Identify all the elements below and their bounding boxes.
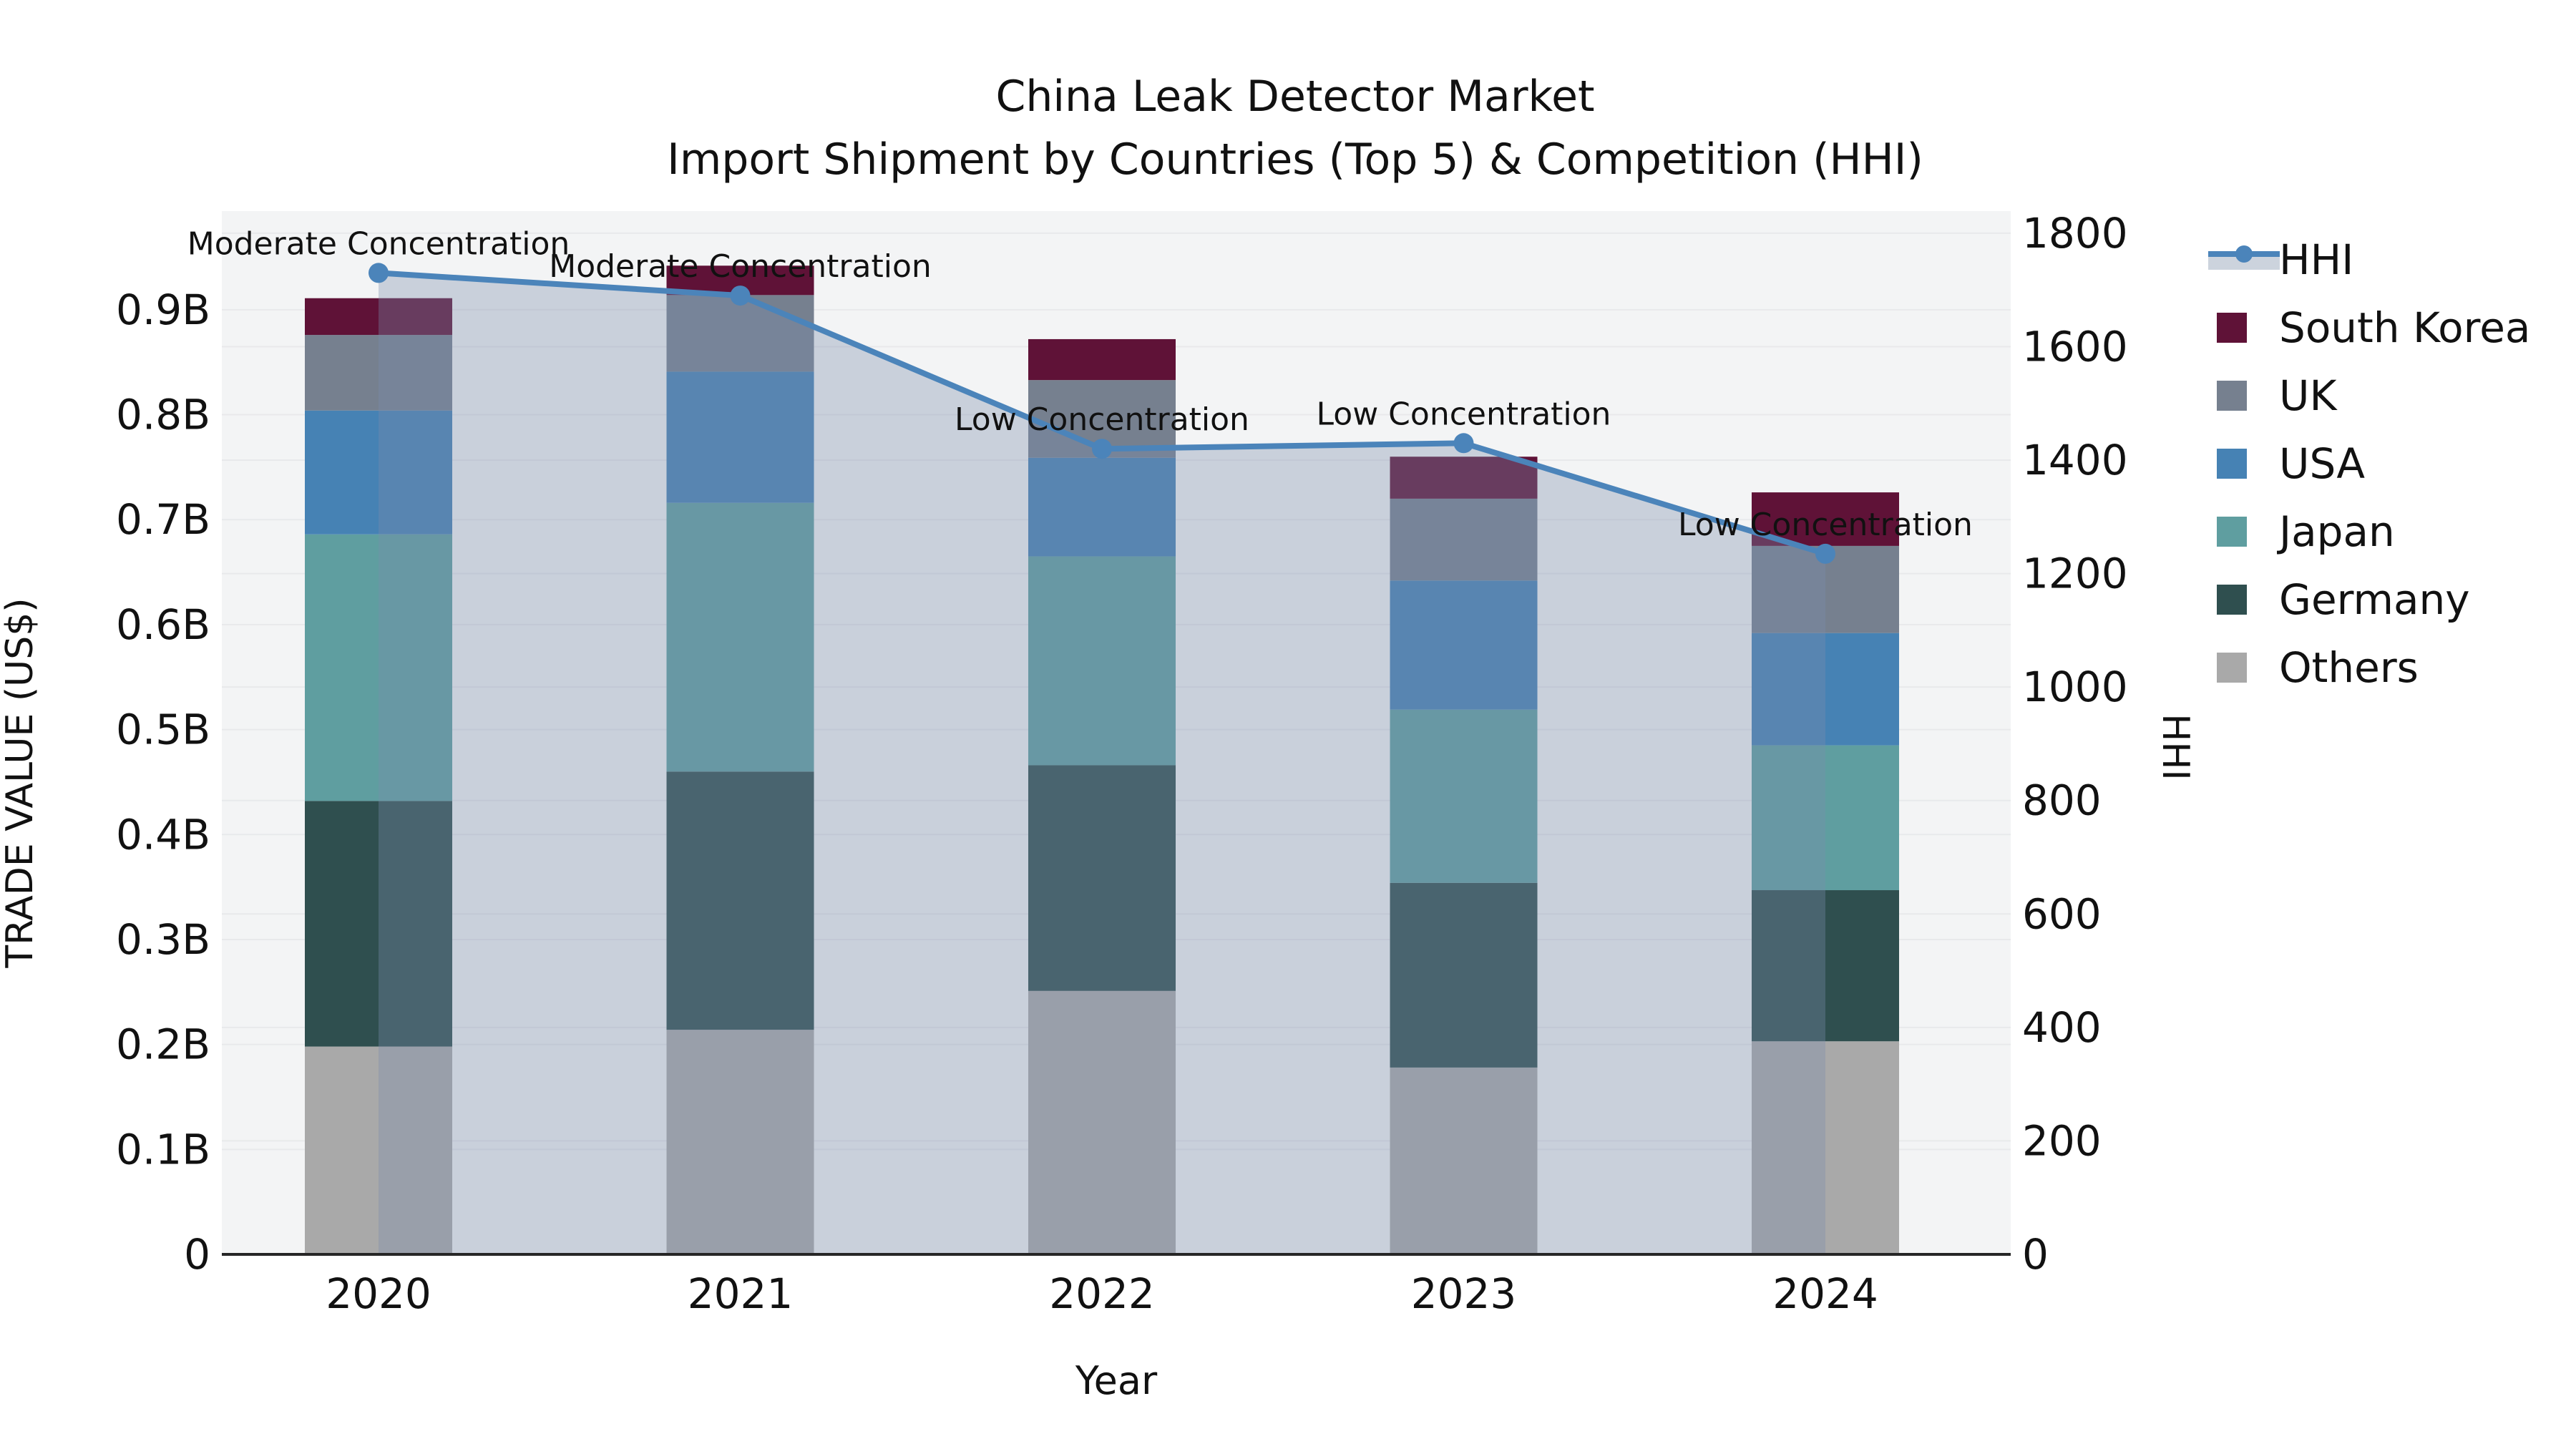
bar-segment-others-2020 [305,1046,452,1254]
legend-swatch-others [2217,653,2247,683]
legend-swatch-south-korea [2217,313,2247,343]
y-left-tick-label: 0.5B [116,706,210,754]
y-right-tick-label: 600 [2022,889,2102,938]
bar-segment-germany-2022 [1028,765,1176,991]
hhi-marker-2024 [1815,543,1835,564]
legend-swatch-usa [2217,449,2247,479]
y-left-tick-label: 0 [184,1230,210,1279]
y-right-tick-label: 0 [2022,1230,2049,1279]
y-right-tick-label: 800 [2022,776,2102,825]
bar-segment-others-2022 [1028,990,1176,1254]
bar-segment-others-2024 [1752,1041,1899,1254]
y-left-tick-label: 0.6B [116,600,210,649]
y-left-tick-label: 0.1B [116,1125,210,1174]
y-left-tick-label: 0.4B [116,810,210,859]
x-tick-label-2022: 2022 [1049,1269,1155,1318]
bar-segment-others-2021 [666,1030,814,1254]
legend-label-germany: Germany [2279,575,2470,624]
hhi-marker-2021 [730,286,751,306]
bar-segment-japan-2024 [1752,745,1899,891]
bar-segment-usa-2023 [1390,580,1538,710]
bar-segment-germany-2023 [1390,882,1538,1068]
legend-swatch-japan [2217,517,2247,547]
legend-label-usa: USA [2279,439,2366,488]
y-right-tick-label: 1200 [2022,550,2128,598]
bar-segment-germany-2024 [1752,890,1899,1042]
bar-segment-uk-2021 [666,295,814,372]
bar-segment-germany-2020 [305,801,452,1047]
annotation-2024: Low Concentration [1678,507,1973,543]
annotation-2022: Low Concentration [955,401,1249,438]
bar-segment-south-korea-2022 [1028,338,1176,381]
y-right-tick-label: 1000 [2022,663,2128,711]
annotation-2021: Moderate Concentration [549,248,932,285]
y-right-tick-label: 200 [2022,1116,2102,1165]
legend-hhi-line-swatch [2208,244,2280,275]
bar-segment-usa-2024 [1752,633,1899,746]
bar-segment-south-korea-2020 [305,298,452,336]
bar-segment-japan-2023 [1390,709,1538,883]
bar-segment-japan-2021 [666,502,814,772]
bar-segment-usa-2021 [666,371,814,503]
bar-segment-usa-2020 [305,410,452,535]
hhi-marker-swatch [2235,245,2253,263]
bar-segment-south-korea-2023 [1390,457,1538,499]
bar-segment-usa-2022 [1028,457,1176,557]
y-right-tick-label: 400 [2022,1003,2102,1052]
x-tick-label-2023: 2023 [1411,1269,1517,1318]
x-axis-title: Year [1075,1358,1158,1403]
chart-title-line1: China Leak Detector Market [995,72,1595,122]
annotation-2020: Moderate Concentration [187,225,570,262]
bar-segment-germany-2021 [666,771,814,1030]
x-tick-label-2020: 2020 [326,1269,431,1318]
y-left-tick-label: 0.9B [116,286,210,334]
bar-segment-uk-2020 [305,335,452,411]
bar-segment-others-2023 [1390,1067,1538,1254]
y-left-tick-label: 0.2B [116,1020,210,1069]
hhi-marker-2023 [1453,433,1474,454]
hhi-area-fill [379,273,1825,1254]
legend-label-uk: UK [2279,371,2337,420]
hhi-marker-2020 [369,263,389,283]
bar-segment-japan-2020 [305,534,452,801]
legend-label-south-korea: South Korea [2279,303,2531,352]
y-left-tick-label: 0.8B [116,391,210,439]
bar-segment-japan-2022 [1028,556,1176,766]
y-left-tick-label: 0.3B [116,915,210,964]
legend-label-japan: Japan [2279,507,2395,556]
y-left-tick-label: 0.7B [116,495,210,544]
bar-segment-uk-2023 [1390,498,1538,581]
x-tick-label-2021: 2021 [688,1269,794,1318]
x-tick-label-2024: 2024 [1772,1269,1878,1318]
y-right-tick-label: 1400 [2022,436,2128,484]
y-right-tick-label: 1800 [2022,209,2128,258]
annotation-2023: Low Concentration [1317,396,1611,432]
legend-swatch-germany [2217,585,2247,615]
legend-swatch-uk [2217,381,2247,411]
legend-label-others: Others [2279,643,2419,692]
chart-title-line2: Import Shipment by Countries (Top 5) & C… [667,135,1923,185]
hhi-marker-2022 [1092,439,1112,459]
legend-label-hhi: HHI [2279,235,2354,284]
y-right-tick-label: 1600 [2022,322,2128,371]
